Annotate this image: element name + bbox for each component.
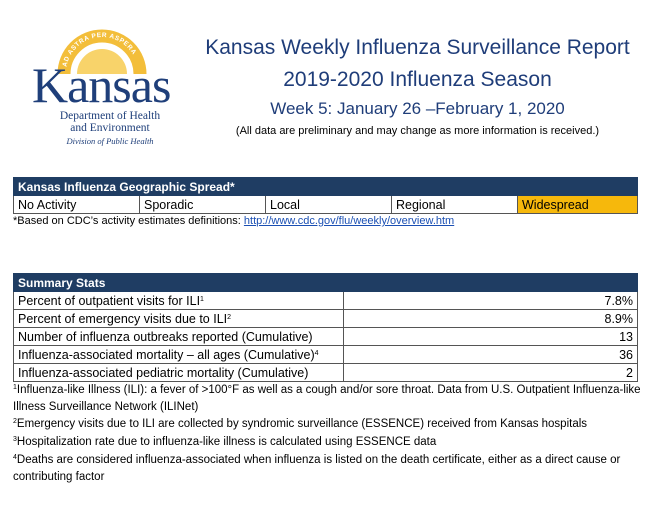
footnote-2: 2Emergency visits due to ILI are collect… [13,418,588,430]
logo-wordmark: Kansas [32,57,171,113]
spread-heading: Kansas Influenza Geographic Spread* [13,177,638,196]
preliminary-note: (All data are preliminary and may change… [235,125,600,137]
spread-level: Local [265,195,392,214]
table-row: Influenza-associated pediatric mortality… [13,363,638,382]
spread-level-active: Widespread [517,195,638,214]
week-title: Week 5: January 26 –February 1, 2020 [270,99,565,118]
geographic-spread-table: Kansas Influenza Geographic Spread* No A… [13,177,638,214]
sun-emblem: AD ASTRA PER ASPERA [57,29,147,75]
table-row: Influenza-associated mortality – all age… [13,345,638,364]
footnote-1: 1Influenza-like Illness (ILI): a fever o… [13,384,641,413]
season-title: 2019-2020 Influenza Season [283,68,552,91]
stat-label: Influenza-associated pediatric mortality… [13,363,344,382]
stat-value: 13 [343,327,638,346]
stat-value: 36 [343,345,638,364]
stat-label: Influenza-associated mortality – all age… [13,345,344,364]
spread-level: Sporadic [139,195,266,214]
stat-value: 7.8% [343,291,638,310]
stat-value: 2 [343,363,638,382]
spread-level: No Activity [13,195,140,214]
spread-levels-row: No Activity Sporadic Local Regional Wide… [13,195,638,214]
logo-dept-line1: Department of Health [59,110,161,122]
table-row: Number of influenza outbreaks reported (… [13,327,638,346]
stat-label: Number of influenza outbreaks reported (… [13,327,344,346]
footnote-4: 4Deaths are considered influenza-associa… [13,454,621,483]
spread-level: Regional [391,195,518,214]
kdhe-logo: AD ASTRA PER ASPERA Kansas Department of… [22,28,172,146]
footnote-3: 3Hospitalization rate due to influenza-l… [13,436,437,448]
summary-stats-table: Summary Stats Percent of outpatient visi… [13,273,638,382]
cdc-link[interactable]: http://www.cdc.gov/flu/weekly/overview.h… [243,215,455,227]
logo-dept-line2: and Environment [70,122,150,134]
summary-heading: Summary Stats [13,273,638,292]
spread-footnote-text: *Based on CDC’s activity estimates defin… [13,215,244,227]
table-row: Percent of outpatient visits for ILI1 7.… [13,291,638,310]
spread-footnote: *Based on CDC’s activity estimates defin… [13,215,454,227]
table-row: Percent of emergency visits due to ILI2 … [13,309,638,328]
stat-value: 8.9% [343,309,638,328]
report-title: Kansas Weekly Influenza Surveillance Rep… [205,36,630,59]
stat-label: Percent of outpatient visits for ILI1 [13,291,344,310]
logo-division: Division of Public Health [66,136,154,146]
logo-department: Department of Health and Environment [36,110,184,134]
stat-label: Percent of emergency visits due to ILI2 [13,309,344,328]
